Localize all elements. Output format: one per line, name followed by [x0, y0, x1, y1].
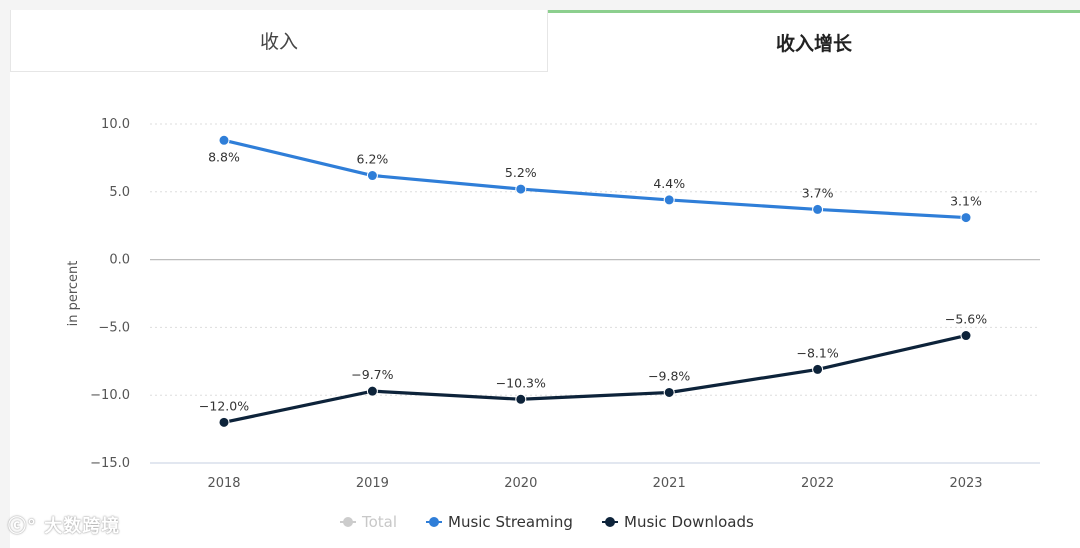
y-tick-label: −5.0: [98, 320, 130, 335]
legend-item-total[interactable]: Total: [340, 513, 397, 531]
x-tick-label: 2023: [949, 476, 982, 491]
y-tick-label: 0.0: [109, 253, 130, 268]
data-point: [366, 385, 378, 397]
x-tick-label: 2022: [801, 476, 834, 491]
data-point: [218, 134, 230, 146]
legend-marker-streaming-icon: [426, 516, 442, 528]
data-point: [663, 194, 675, 206]
data-label: −10.3%: [496, 375, 546, 390]
data-label: 8.8%: [208, 149, 240, 164]
x-tick-label: 2018: [207, 476, 240, 491]
legend-item-music-downloads[interactable]: Music Downloads: [602, 513, 754, 531]
data-label: 3.7%: [802, 185, 834, 200]
watermark-text: 大数跨境: [44, 516, 121, 537]
data-point: [663, 386, 675, 398]
data-point: [960, 330, 972, 342]
legend-item-music-streaming[interactable]: Music Streaming: [426, 513, 573, 531]
data-label: 4.4%: [653, 176, 685, 191]
legend-label-music-downloads: Music Downloads: [624, 513, 754, 531]
series-line-music-streaming: [222, 138, 968, 220]
tab-revenue-growth[interactable]: 收入增长: [548, 10, 1080, 72]
tab-revenue[interactable]: 收入: [10, 10, 548, 72]
x-tick-label: 2019: [356, 476, 389, 491]
watermark-logo: ⓒ° 大数跨境: [8, 512, 120, 538]
data-label: 3.1%: [950, 194, 982, 209]
y-tick-label: 5.0: [109, 185, 130, 200]
legend-label-total: Total: [362, 513, 398, 531]
data-label: 6.2%: [357, 152, 389, 167]
x-tick-label: 2020: [504, 476, 537, 491]
data-point: [366, 170, 378, 182]
series-line-music-downloads: [222, 333, 968, 424]
data-point: [515, 183, 527, 195]
data-label: 5.2%: [505, 165, 537, 180]
data-point: [218, 416, 230, 428]
legend-marker-total-icon: [340, 516, 356, 528]
watermark-icon: ⓒ°: [8, 516, 45, 537]
legend-marker-downloads-icon: [602, 516, 618, 528]
data-label: −8.1%: [796, 345, 838, 360]
y-axis-title: in percent: [66, 261, 81, 327]
data-label: −9.8%: [648, 368, 690, 383]
data-point: [812, 363, 824, 375]
chart-legend: Total Music Streaming Music Downloads: [0, 513, 1080, 535]
tab-revenue-label: 收入: [259, 31, 298, 53]
data-point: [812, 203, 824, 215]
chart-card: [10, 10, 1080, 548]
data-point: [515, 393, 527, 405]
y-tick-label: −15.0: [90, 456, 130, 471]
data-label: −5.6%: [945, 312, 987, 327]
y-tick-label: 10.0: [101, 117, 130, 132]
tab-revenue-growth-label: 收入增长: [775, 33, 852, 55]
legend-label-music-streaming: Music Streaming: [448, 513, 573, 531]
x-tick-label: 2021: [653, 476, 686, 491]
y-tick-label: −10.0: [90, 388, 130, 403]
data-point: [960, 212, 972, 224]
data-label: −12.0%: [199, 398, 249, 413]
data-label: −9.7%: [351, 367, 393, 382]
